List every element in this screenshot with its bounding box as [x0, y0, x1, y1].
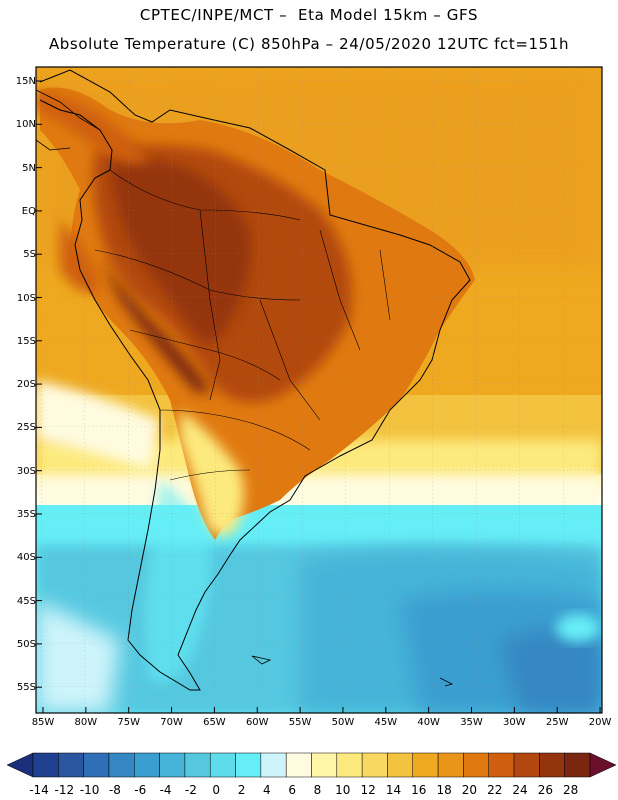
colorbar-tick-label: 18	[436, 783, 452, 797]
chart-title-variable: Absolute Temperature (C) 850hPa – 24/05/…	[48, 35, 570, 53]
lat-label: 10S	[16, 292, 36, 304]
colorbar-tick-label: -6	[134, 783, 147, 797]
colorbar-tick-label: -8	[108, 783, 121, 797]
lat-label: 55S	[16, 682, 36, 694]
lon-label: 60W	[245, 717, 269, 728]
colorbar-tick-label: 12	[360, 783, 376, 797]
lat-label: 50S	[16, 638, 36, 650]
lon-label: 40W	[417, 717, 440, 728]
lat-label: 15S	[16, 335, 36, 347]
lon-label: 55W	[288, 717, 312, 728]
colorbar-tick-label: 22	[487, 783, 503, 797]
map-frame	[35, 66, 603, 714]
axis-ticks	[36, 80, 601, 713]
lon-label: 50W	[331, 717, 355, 728]
colorbar-tick-label: -4	[159, 783, 172, 797]
colorbar-tick-label: 6	[288, 783, 296, 797]
colorbar-tick-label: 0	[212, 783, 221, 797]
lon-label: 30W	[503, 717, 526, 728]
lat-label: 45S	[16, 595, 36, 607]
colorbar-tick-label: 4	[263, 783, 271, 797]
colorbar-tick-label: -14	[29, 783, 49, 797]
lat-label: 35S	[16, 509, 36, 520]
lat-label: 5S	[23, 249, 36, 261]
lon-label: 20W	[588, 717, 612, 728]
lon-label: 25W	[545, 717, 569, 728]
lon-label: 45W	[374, 717, 398, 728]
colorbar-tick-label: -10	[79, 783, 100, 797]
colorbar-tick-label: 10	[335, 783, 351, 797]
colorbar-tick-label: 14	[385, 783, 402, 797]
colorbar-tick-label: 26	[537, 783, 553, 797]
lat-label: 5N	[22, 162, 36, 174]
lat-label: 40S	[16, 552, 36, 564]
lon-label: 65W	[203, 717, 226, 728]
colorbar-tick-label: 16	[411, 783, 427, 797]
lat-label: EQ	[21, 205, 36, 217]
lat-label: 15N	[15, 76, 36, 87]
chart-title-model: CPTEC/INPE/MCT – Eta Model 15km – GFS	[139, 6, 479, 24]
lon-label: 35W	[460, 717, 483, 728]
lon-label: 85W	[31, 717, 55, 728]
colorbar-tick-label: 28	[563, 783, 579, 797]
colorbar-tick-label: 24	[512, 783, 528, 797]
lat-label: 30S	[16, 465, 36, 477]
colorbar-tick-label: 2	[237, 783, 246, 797]
lat-label: 20S	[16, 379, 36, 391]
lon-label: 80W	[74, 717, 98, 728]
colorbar-tick-label: 20	[461, 783, 478, 797]
colorbar-tick-label: -12	[54, 783, 75, 797]
lon-label: 75W	[117, 717, 140, 728]
colorbar-tick-label: -2	[184, 783, 197, 797]
lat-label: 10N	[15, 119, 36, 131]
lat-label: 25S	[16, 422, 36, 434]
lon-label: 70W	[160, 717, 183, 728]
colorbar-tick-label: 8	[313, 783, 322, 797]
